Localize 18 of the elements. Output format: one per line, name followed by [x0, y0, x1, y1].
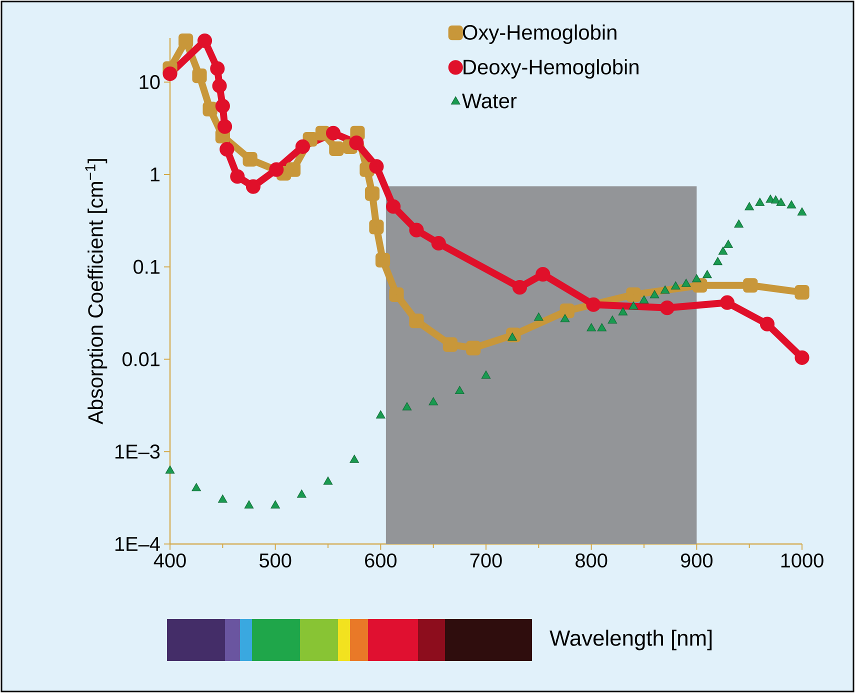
y-tick-label: 0.1: [134, 260, 160, 274]
x-tick-label: 700: [470, 553, 502, 568]
y-tick-label: 1E–4: [115, 537, 160, 551]
legend-label: Deoxy-Hemoglobin: [464, 59, 638, 79]
legend-label: Oxy-Hemoglobin: [462, 24, 616, 44]
x-tick-label: 500: [260, 553, 292, 568]
y-tick-label: 1: [150, 168, 160, 182]
x-tick-label: 800: [576, 553, 608, 568]
x-tick-label: 1000: [781, 553, 824, 568]
y-tick-label: 0.01: [122, 352, 160, 366]
x-axis-title: Wavelength [nm]: [550, 630, 712, 650]
legend-label: Water: [462, 94, 517, 108]
y-tick-label: 1E–3: [115, 444, 160, 459]
x-tick-label: 900: [680, 553, 713, 568]
x-tick-label: 400: [154, 553, 186, 568]
y-axis-title: Absorption Coefficient [cm$^{−1}$]: [85, 159, 108, 424]
x-tick-label: 600: [365, 553, 397, 568]
y-tick-label: 10: [140, 75, 160, 90]
